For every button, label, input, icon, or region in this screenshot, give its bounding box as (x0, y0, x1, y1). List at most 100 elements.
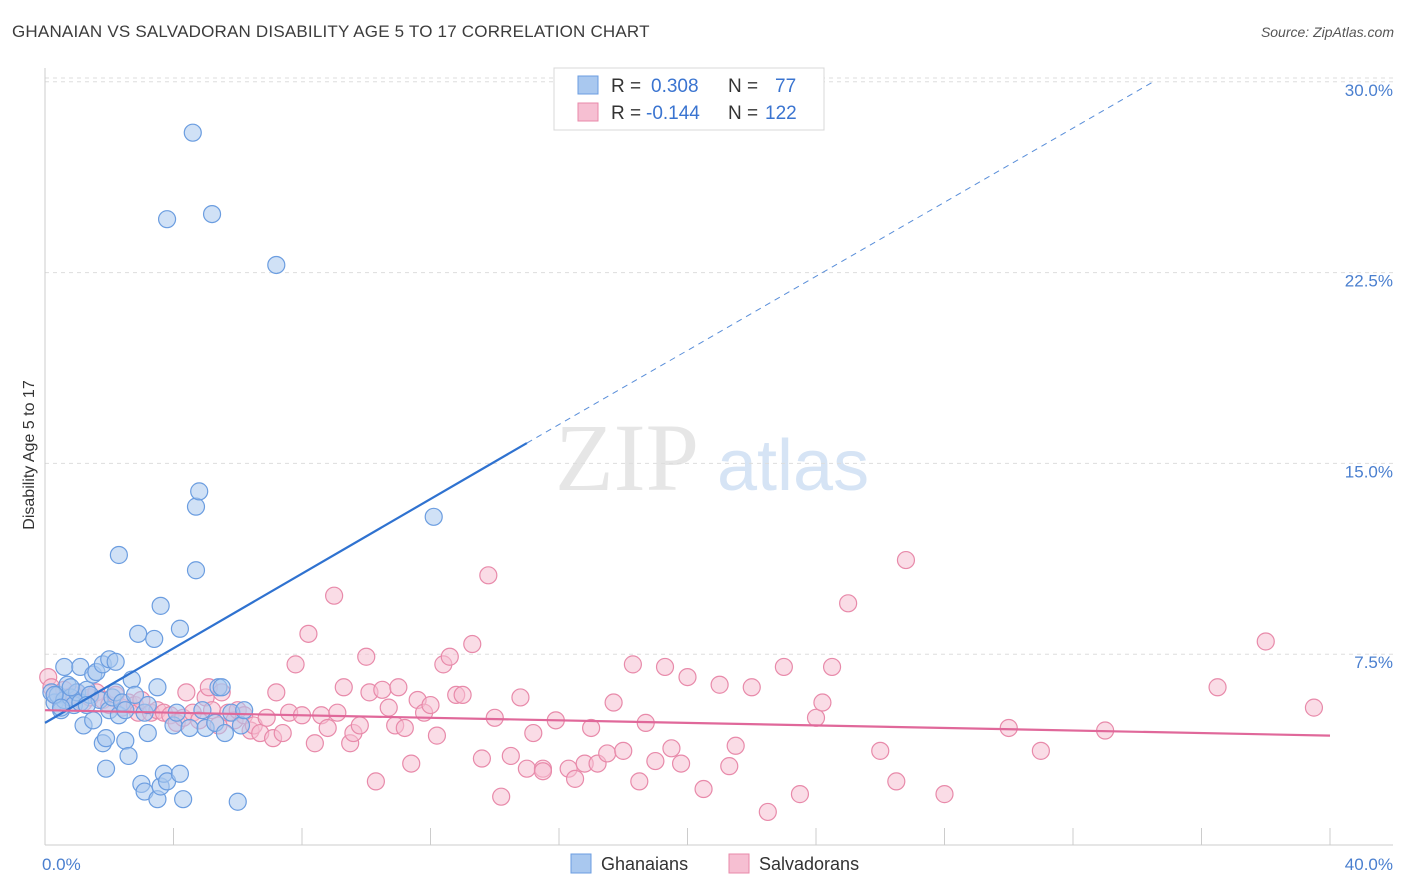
ghanaians-point (174, 790, 193, 809)
watermark-zip: ZIP (555, 404, 699, 511)
stats-legend: R = 0.308 N = 77 R = -0.144 N = 122 (553, 67, 825, 131)
salvadorans-point (453, 685, 472, 705)
ghanaians-trend-extension (526, 81, 1154, 444)
legend-box (553, 67, 825, 131)
y-tick-label: 7.5% (1354, 653, 1393, 672)
watermark: ZIP atlas (555, 404, 869, 511)
salvadorans-point (472, 749, 491, 768)
y-tick-label: 22.5% (1345, 272, 1393, 291)
ghanaians-point (119, 746, 138, 766)
salvadorans-point (694, 779, 713, 799)
salvadorans-point (710, 675, 729, 694)
salvadorans-point (935, 785, 954, 804)
ghanaians-point (116, 701, 135, 720)
salvadorans-point (646, 751, 665, 771)
salvadorans-point (678, 667, 697, 687)
ghanaians-point (202, 204, 222, 224)
salvadorans-point (395, 718, 414, 738)
ghanaians-point (186, 561, 206, 580)
salvadorans-point (427, 726, 447, 745)
trend-lines (44, 81, 1331, 737)
salvadorans-point (533, 762, 553, 781)
salvadorans-point (318, 718, 337, 738)
ghanaians-point (212, 678, 231, 697)
salvadorans-point (177, 683, 196, 702)
ghanaians-point (151, 596, 170, 615)
legend-n-label-ghanaians: N = (728, 76, 758, 97)
ghanaians-point (170, 619, 190, 638)
ghanaians-point (96, 729, 116, 748)
salvadorans-point (485, 708, 504, 727)
ghanaians-point (193, 701, 212, 720)
ghanaians-point (96, 759, 116, 778)
salvadorans-point (257, 708, 276, 727)
bottom-legend-swatch-salvadorans (728, 853, 750, 874)
salvadorans-point (896, 550, 916, 570)
bottom-legend-label-salvadorans: Salvadorans (759, 854, 859, 874)
ghanaians-point (138, 723, 157, 743)
salvadorans-point (839, 594, 858, 613)
salvadorans-point (328, 703, 347, 722)
salvadorans-point (366, 772, 385, 791)
ghanaians-point (180, 718, 199, 738)
salvadorans-point (325, 586, 344, 605)
salvadorans-point (463, 634, 482, 654)
ghanaians-point (183, 123, 202, 142)
salvadorans-point (357, 647, 376, 666)
y-tick-labels: 7.5% 15.0% 22.5% 30.0% (1345, 81, 1393, 672)
legend-swatch-ghanaians (577, 75, 599, 95)
ghanaians-point (145, 629, 164, 649)
ghanaians-point (148, 678, 167, 697)
salvadorans-point (1304, 698, 1324, 717)
legend-r-value-salvadorans: -0.144 (646, 103, 700, 124)
legend-r-label-salvadorans: R = (611, 103, 641, 124)
ghanaians-point (267, 255, 286, 275)
ghanaians-point (125, 685, 145, 705)
salvadorans-point (492, 787, 511, 806)
salvadorans-point (511, 688, 530, 707)
salvadorans-point (1208, 678, 1227, 697)
salvadorans-point (758, 802, 777, 822)
salvadorans-point (1031, 741, 1050, 760)
axes (44, 68, 1393, 846)
salvadorans-trend-line (44, 709, 1331, 737)
ghanaians-point (116, 731, 135, 750)
salvadorans-point (524, 723, 543, 743)
legend-swatch-salvadorans (577, 102, 599, 122)
ghanaians-point (231, 716, 251, 735)
ghanaians-point (170, 764, 190, 783)
bottom-legend-label-ghanaians: Ghanaians (601, 854, 688, 874)
salvadorans-point (604, 693, 623, 712)
salvadorans-point (630, 772, 649, 791)
ghanaians-point (106, 652, 125, 671)
ghanaians-point (215, 723, 234, 743)
salvadorans-point (389, 678, 408, 697)
series-legend: Ghanaians Salvadorans (570, 853, 859, 874)
ghanaians-point (109, 545, 128, 565)
legend-r-label-ghanaians: R = (611, 76, 641, 97)
salvadorans-point (479, 566, 498, 585)
salvadorans-point (999, 718, 1018, 738)
ghanaians-point (235, 701, 254, 720)
salvadorans-point (1256, 632, 1275, 651)
salvadorans-point (273, 723, 292, 743)
y-axis-title: Disability Age 5 to 17 (21, 380, 38, 530)
legend-n-value-salvadorans: 122 (765, 103, 797, 124)
salvadorans-point (726, 736, 745, 755)
x-tick-label-max: 40.0% (1345, 855, 1393, 874)
salvadorans-point (267, 683, 286, 702)
ghanaians-point (228, 792, 247, 811)
salvadorans-point (565, 769, 585, 788)
watermark-atlas: atlas (717, 426, 869, 506)
salvadorans-point (742, 678, 761, 697)
salvadorans-point (720, 757, 739, 776)
salvadorans-point (379, 698, 398, 717)
salvadorans-point (614, 741, 633, 760)
salvadorans-point (373, 680, 392, 699)
bottom-legend-swatch-ghanaians (570, 853, 592, 874)
salvadorans-point (350, 716, 369, 735)
salvadorans-point (671, 754, 691, 773)
salvadorans-point (871, 741, 890, 760)
ghanaians-point (55, 657, 74, 677)
